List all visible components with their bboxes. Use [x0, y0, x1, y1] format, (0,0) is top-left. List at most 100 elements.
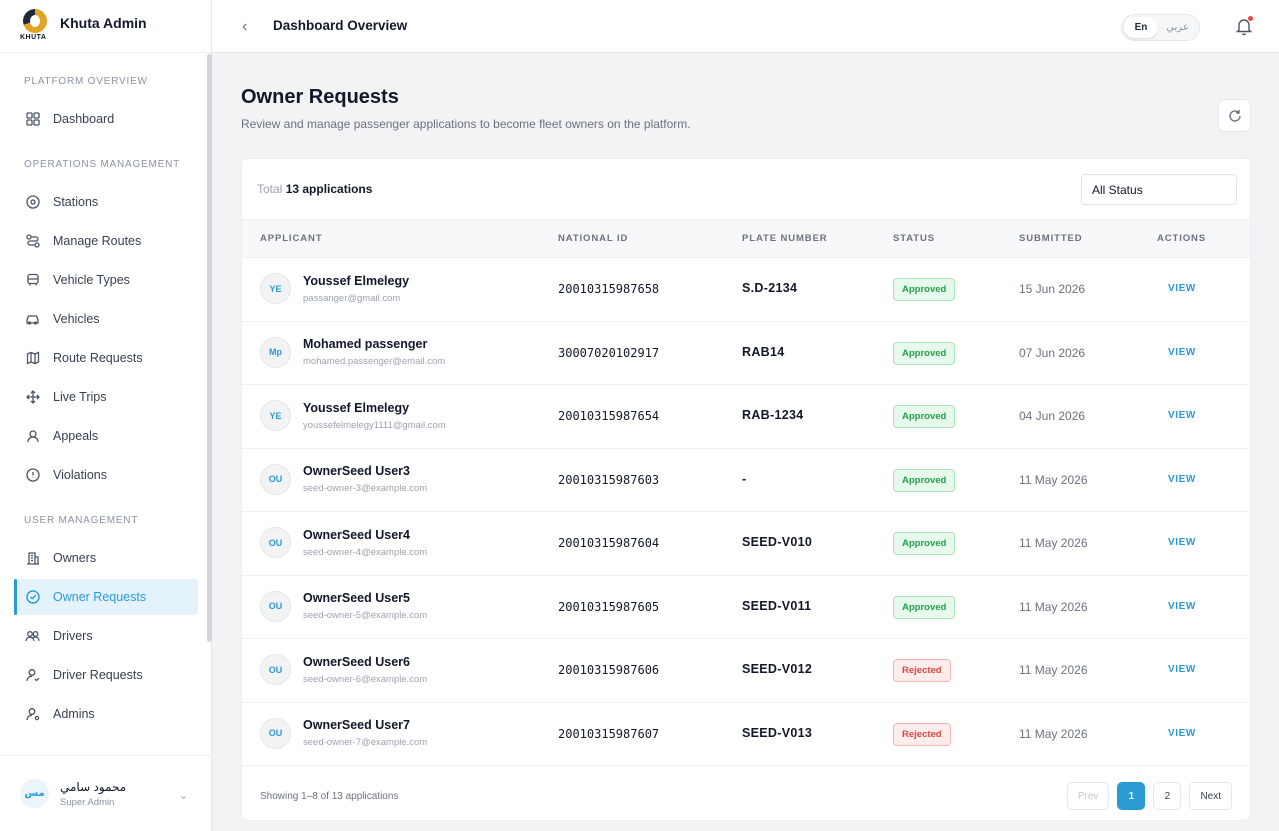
table-row[interactable]: YE Youssef Elmelegy youssefelmelegy1111@… — [242, 385, 1250, 449]
sidebar-nav: PLATFORM OVERVIEW Dashboard OPERATIONS M… — [0, 54, 212, 754]
user-gear-icon — [25, 707, 40, 722]
sidebar-item-vehicles[interactable]: Vehicles — [14, 301, 198, 337]
table-row[interactable]: OU OwnerSeed User5 seed-owner-5@example.… — [242, 576, 1250, 639]
prev-page-button[interactable]: Prev — [1066, 782, 1110, 810]
language-toggle[interactable]: En عربي — [1121, 14, 1200, 41]
sidebar-item-owner-requests[interactable]: Owner Requests — [14, 579, 198, 615]
khuta-logo: KHUTA — [20, 9, 52, 43]
table-row[interactable]: YE Youssef Elmelegy passanger@gmail.com … — [242, 258, 1250, 322]
applicant-cell: OU OwnerSeed User6 seed-owner-6@example.… — [260, 654, 427, 685]
brand[interactable]: KHUTA Khuta Admin — [0, 0, 211, 53]
sidebar-item-label: Violations — [53, 468, 107, 482]
table-row[interactable]: OU OwnerSeed User7 seed-owner-7@example.… — [242, 703, 1250, 766]
status-cell: Rejected — [893, 722, 951, 746]
national-id: 20010315987606 — [558, 663, 660, 677]
avatar: OU — [260, 717, 291, 749]
sidebar-item-manage-routes[interactable]: Manage Routes — [14, 223, 198, 259]
sidebar-item-label: Live Trips — [53, 390, 107, 404]
car-icon — [25, 312, 40, 327]
view-button[interactable]: VIEW — [1168, 664, 1196, 675]
sidebar-item-admins[interactable]: Admins — [14, 696, 198, 732]
section-title-user-management: USER MANAGEMENT — [24, 514, 139, 526]
avatar: YE — [260, 273, 291, 304]
national-id: 20010315987607 — [558, 726, 660, 741]
applicant-email: seed-owner-4@example.com — [303, 546, 428, 558]
status-filter-select[interactable]: All Status — [1081, 174, 1237, 205]
submitted-date: 04 Jun 2026 — [1019, 409, 1086, 423]
sidebar-item-label: Drivers — [53, 629, 93, 643]
section-title-operations: OPERATIONS MANAGEMENT — [24, 158, 181, 170]
sidebar-item-appeals[interactable]: Appeals — [14, 418, 198, 454]
bell-icon[interactable] — [1234, 16, 1254, 36]
table-body: YE Youssef Elmelegy passanger@gmail.com … — [242, 258, 1250, 766]
plate-number: RAB14 — [742, 344, 785, 359]
plate-number: SEED-V013 — [742, 725, 813, 740]
view-button[interactable]: VIEW — [1168, 473, 1196, 485]
status-badge: Approved — [893, 532, 956, 555]
view-button[interactable]: VIEW — [1168, 410, 1196, 421]
sidebar-item-driver-requests[interactable]: Driver Requests — [14, 657, 198, 693]
status-cell: Approved — [893, 532, 956, 555]
user-role: Super Admin — [60, 796, 115, 808]
notification-dot — [1248, 16, 1253, 21]
next-page-button[interactable]: Next — [1189, 782, 1232, 810]
move-icon — [25, 390, 40, 405]
status-badge: Rejected — [893, 659, 951, 682]
user-profile[interactable]: مس محمود سامي Super Admin ⌄ — [0, 755, 212, 831]
chevron-down-icon[interactable]: ⌄ — [178, 790, 188, 802]
avatar: OU — [260, 654, 291, 685]
avatar: OU — [260, 463, 291, 495]
view-button[interactable]: VIEW — [1168, 600, 1196, 612]
view-button[interactable]: VIEW — [1168, 727, 1196, 739]
sidebar-item-owners[interactable]: Owners — [14, 540, 198, 576]
national-id: 30007020102917 — [558, 345, 660, 360]
view-button[interactable]: VIEW — [1168, 537, 1196, 548]
table-header: APPLICANT NATIONAL ID PLATE NUMBER STATU… — [242, 219, 1250, 258]
view-button[interactable]: VIEW — [1168, 346, 1196, 358]
sidebar-item-route-requests[interactable]: Route Requests — [14, 340, 198, 376]
back-icon[interactable]: ‹ — [242, 18, 248, 35]
sidebar-item-stations[interactable]: Stations — [14, 184, 198, 220]
sidebar-item-vehicle-types[interactable]: Vehicle Types — [14, 262, 198, 298]
table-row[interactable]: OU OwnerSeed User4 seed-owner-4@example.… — [242, 512, 1250, 576]
sidebar-item-live-trips[interactable]: Live Trips — [14, 379, 198, 415]
grid-icon — [25, 112, 40, 127]
page-title: Owner Requests — [241, 86, 399, 108]
col-plate-number: PLATE NUMBER — [742, 233, 828, 244]
sidebar: KHUTA Khuta Admin PLATFORM OVERVIEW Dash… — [0, 0, 212, 831]
pagination: Prev 1 2 Next — [1059, 782, 1232, 810]
table-row[interactable]: OU OwnerSeed User3 seed-owner-3@example.… — [242, 449, 1250, 512]
sidebar-item-dashboard[interactable]: Dashboard — [14, 101, 198, 137]
status-cell: Approved — [893, 595, 956, 619]
alert-circle-icon — [25, 468, 40, 483]
applicant-cell: Mp Mohamed passenger mohamed.passenger@e… — [260, 336, 445, 368]
applicant-name: Mohamed passenger — [303, 337, 428, 351]
sidebar-item-label: Owner Requests — [53, 590, 147, 604]
sidebar-item-drivers[interactable]: Drivers — [14, 618, 198, 654]
sidebar-item-label: Appeals — [53, 429, 99, 443]
sidebar-item-label: Driver Requests — [53, 668, 143, 682]
users-alert-icon — [25, 429, 40, 444]
view-button[interactable]: VIEW — [1168, 283, 1196, 294]
sidebar-scrollbar[interactable] — [207, 54, 212, 642]
status-badge: Approved — [893, 468, 956, 492]
map-icon — [25, 351, 40, 366]
page-2-button[interactable]: 2 — [1153, 782, 1182, 810]
lang-en-option[interactable]: En — [1124, 17, 1158, 38]
table-row[interactable]: Mp Mohamed passenger mohamed.passenger@e… — [242, 322, 1250, 385]
applicant-email: seed-owner-3@example.com — [303, 483, 428, 494]
national-id: 20010315987658 — [558, 282, 660, 296]
sidebar-item-violations[interactable]: Violations — [14, 457, 198, 493]
national-id: 20010315987603 — [558, 472, 660, 487]
sidebar-item-label: Route Requests — [53, 351, 143, 365]
status-badge: Approved — [893, 405, 956, 428]
table-row[interactable]: OU OwnerSeed User6 seed-owner-6@example.… — [242, 639, 1250, 703]
applicant-email: seed-owner-5@example.com — [303, 610, 428, 621]
page-1-button[interactable]: 1 — [1117, 782, 1146, 810]
col-national-id: NATIONAL ID — [558, 233, 629, 244]
submitted-date: 15 Jun 2026 — [1019, 282, 1086, 296]
national-id: 20010315987605 — [558, 599, 660, 614]
refresh-button[interactable] — [1218, 99, 1251, 132]
lang-ar-option[interactable]: عربي — [1166, 22, 1189, 33]
sidebar-item-label: Stations — [53, 195, 99, 209]
